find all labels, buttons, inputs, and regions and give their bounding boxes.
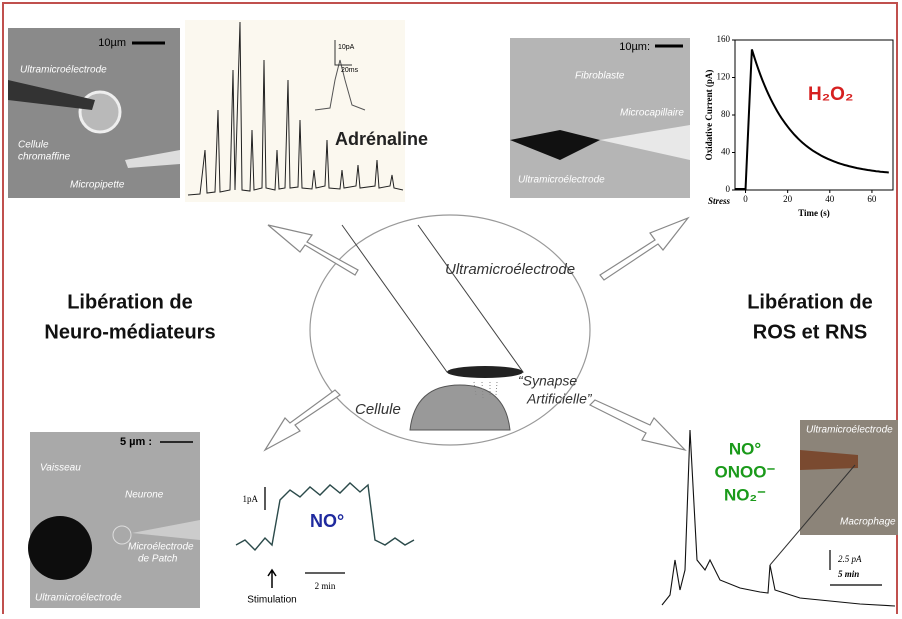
- label: NO°: [310, 511, 344, 531]
- scale: 1pA: [243, 494, 259, 504]
- scale: 2 min: [315, 581, 336, 591]
- label: Macrophage: [840, 517, 896, 528]
- label: Artificielle”: [526, 391, 593, 407]
- title: ROS et RNS: [753, 321, 867, 343]
- stimulus: Stimulation: [247, 595, 296, 606]
- scale: 10pA: [338, 44, 355, 51]
- stimulus-arrow: [268, 570, 276, 588]
- title: Neuro-médiateurs: [44, 321, 215, 343]
- label: Ultramicroélectrode: [445, 261, 575, 278]
- label: Adrénaline: [335, 129, 428, 149]
- scale: 2.5 pA: [838, 554, 862, 564]
- y-axis-label: Oxidative Current (pA): [704, 70, 714, 161]
- arrow: [268, 225, 358, 275]
- species: ONOO⁻: [715, 462, 776, 481]
- title: Libération de: [747, 291, 873, 313]
- scale: 5 µm :: [120, 436, 152, 448]
- arrow: [600, 218, 688, 280]
- label: Cellule: [18, 140, 49, 151]
- y-tick-label: 160: [717, 34, 731, 44]
- response-curve: [735, 49, 889, 190]
- label: Micropipette: [70, 180, 125, 191]
- title: Libération de: [67, 291, 193, 313]
- x-tick-label: 40: [825, 194, 835, 204]
- x-tick-label: 20: [783, 194, 793, 204]
- label: H₂O₂: [808, 84, 853, 105]
- label: “Synapse: [518, 373, 577, 389]
- label: Fibroblaste: [575, 71, 625, 82]
- x-tick-label: 0: [743, 194, 748, 204]
- electrode-image: [28, 516, 92, 580]
- electrode-tip: [447, 366, 523, 378]
- arrow: [590, 400, 685, 450]
- species: NO₂⁻: [724, 485, 766, 504]
- x-tick-label: 60: [867, 194, 877, 204]
- scale: 5 min: [838, 569, 859, 579]
- y-tick-label: 0: [726, 184, 731, 194]
- label: Cellule: [355, 401, 401, 418]
- label: de Patch: [138, 554, 178, 565]
- scale: 10µm: [98, 37, 126, 49]
- arrow: [265, 390, 340, 450]
- label: Microélectrode: [128, 542, 194, 553]
- scale: 10µm:: [619, 41, 650, 53]
- stimulus: Stress: [708, 196, 731, 206]
- y-tick-label: 40: [721, 147, 731, 157]
- label: Ultramicroélectrode: [20, 65, 107, 76]
- scale: 20ms: [341, 67, 359, 74]
- y-tick-label: 80: [721, 109, 731, 119]
- label: Ultramicroélectrode: [806, 425, 893, 436]
- species: NO°: [729, 439, 762, 458]
- h2o2-plot: Oxidative Current (pA) Time (s) Stress H…: [704, 34, 893, 218]
- x-axis-label: Time (s): [798, 208, 830, 218]
- label: Ultramicroélectrode: [518, 175, 605, 186]
- label: Neurone: [125, 490, 164, 501]
- label: Microcapillaire: [620, 108, 684, 119]
- label: Vaisseau: [40, 463, 81, 474]
- figure: 10µm Ultramicroélectrode Cellule chromaf…: [0, 0, 902, 614]
- plot-frame: [735, 40, 893, 190]
- y-tick-label: 120: [717, 72, 731, 82]
- label: chromaffine: [18, 152, 71, 163]
- label: Ultramicroélectrode: [35, 593, 122, 604]
